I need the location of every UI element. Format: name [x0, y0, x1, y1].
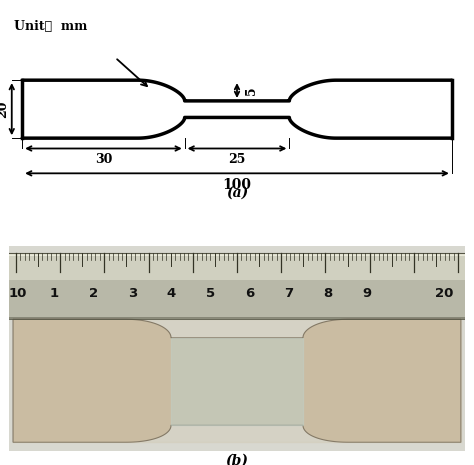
Bar [9, 253, 465, 256]
Text: 4: 4 [167, 287, 176, 300]
Text: 8: 8 [323, 287, 333, 300]
Text: 5: 5 [245, 86, 258, 95]
Text: 2: 2 [89, 287, 98, 300]
Text: 10: 10 [9, 287, 27, 300]
Text: 1: 1 [49, 287, 59, 300]
Bar [9, 317, 465, 319]
Text: 9: 9 [363, 287, 372, 300]
Text: 3: 3 [128, 287, 137, 300]
Text: (b): (b) [226, 453, 248, 465]
Text: 7: 7 [284, 287, 293, 300]
Bar [9, 280, 465, 319]
Polygon shape [171, 338, 303, 425]
Text: 25: 25 [228, 153, 246, 166]
Text: 6: 6 [245, 287, 255, 300]
Polygon shape [13, 319, 461, 442]
Text: 30: 30 [95, 153, 112, 166]
Text: 100: 100 [222, 178, 252, 193]
Bar [9, 253, 465, 280]
Text: (a): (a) [226, 186, 248, 200]
Text: 20: 20 [435, 287, 453, 300]
Text: 20: 20 [0, 100, 9, 118]
Text: 5: 5 [206, 287, 215, 300]
Text: Unit：  mm: Unit： mm [14, 20, 87, 33]
